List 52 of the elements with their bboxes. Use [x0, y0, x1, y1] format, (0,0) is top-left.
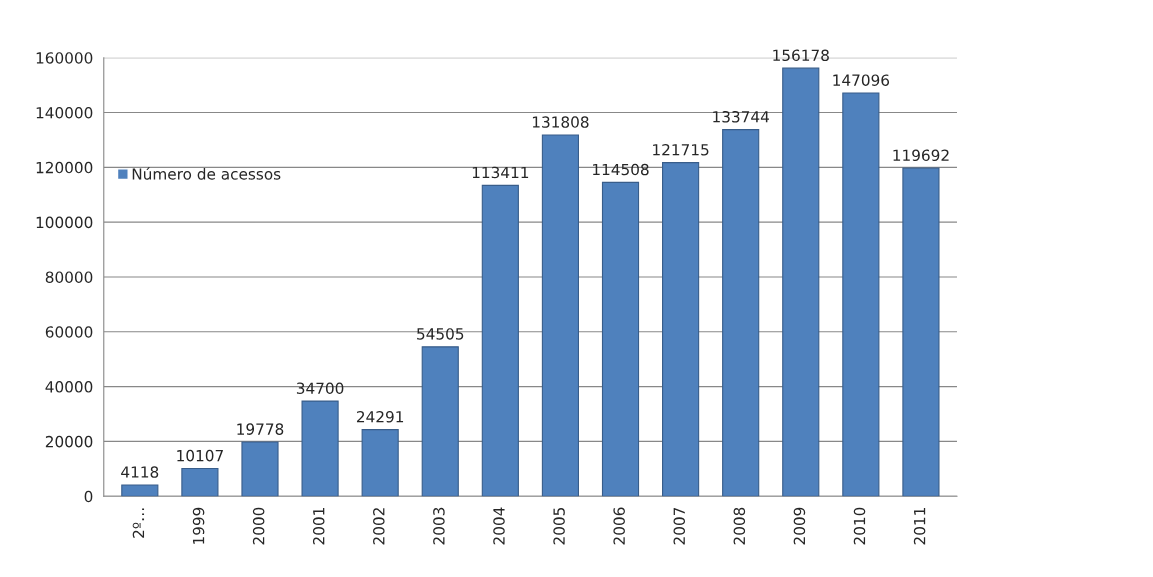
- data-label: 24291: [356, 410, 404, 423]
- data-label: 10107: [177, 449, 223, 462]
- data-label: 133744: [713, 110, 769, 123]
- x-tick-label: 2000: [252, 507, 265, 545]
- legend-label: Número de acessos: [132, 167, 281, 180]
- data-label: 131808: [532, 116, 589, 128]
- bar: [722, 129, 760, 497]
- y-tick-label: 40000: [45, 381, 93, 393]
- data-label: 4118: [121, 466, 159, 478]
- bar: [541, 134, 580, 497]
- bar: [481, 184, 519, 497]
- y-tick-label: 80000: [45, 271, 93, 283]
- bar: [782, 67, 820, 497]
- data-label: 19778: [237, 423, 284, 435]
- x-tick-label: 2005: [553, 507, 565, 545]
- x-tick-label: 2001: [312, 508, 325, 545]
- y-tick-label: 140000: [36, 106, 93, 119]
- data-label: 113411: [472, 166, 529, 179]
- bar: [121, 484, 159, 497]
- bar: [601, 181, 640, 497]
- y-tick-label: 120000: [36, 161, 93, 174]
- x-tick-label: 2004: [493, 507, 505, 545]
- data-label: 54505: [417, 328, 464, 340]
- y-tick-label: 100000: [36, 216, 93, 229]
- bar: [421, 346, 459, 497]
- bar: [241, 441, 279, 497]
- x-tick-label: 2007: [673, 507, 686, 545]
- data-label: 121715: [653, 143, 709, 156]
- y-tick-label: 0: [84, 490, 93, 503]
- bar: [181, 467, 219, 497]
- data-label: 147096: [833, 74, 890, 86]
- bar: [842, 92, 880, 497]
- data-label: 34700: [296, 382, 344, 394]
- data-label: 156178: [773, 49, 829, 62]
- bar: [361, 429, 399, 497]
- x-tick-label: 2010: [853, 507, 866, 545]
- x-tick-label: 2009: [793, 507, 806, 545]
- bar: [902, 167, 940, 497]
- y-tick-label: 20000: [45, 435, 93, 448]
- y-tick-label: 60000: [45, 326, 93, 338]
- y-tick-label: 160000: [36, 52, 93, 64]
- x-tick-label: 2003: [433, 507, 445, 545]
- data-label: 114508: [593, 163, 649, 176]
- x-tick-label: 2002: [373, 508, 385, 545]
- x-tick-label: 1999: [192, 507, 205, 544]
- x-tick-label: 2011: [913, 508, 926, 545]
- bar: [301, 400, 339, 497]
- x-tick-label: 2008: [733, 507, 746, 545]
- data-label: 119692: [893, 149, 949, 162]
- x-tick-label: 2006: [613, 507, 625, 545]
- bar: [662, 162, 700, 497]
- x-tick-label: 2º…: [132, 508, 145, 538]
